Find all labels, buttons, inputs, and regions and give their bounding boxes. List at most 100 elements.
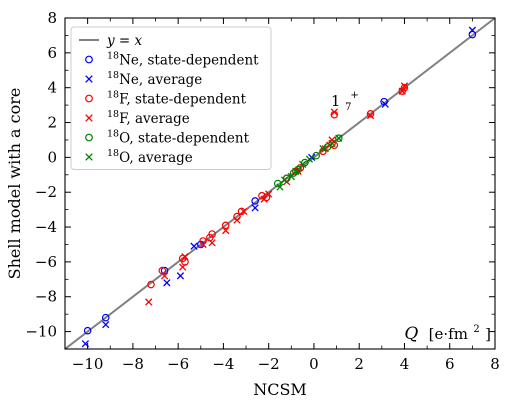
legend-entry: 18O, average bbox=[85, 148, 193, 166]
y-tick-label: 2 bbox=[47, 114, 57, 132]
x-tick-label: 0 bbox=[309, 355, 319, 373]
x-tick-label: 8 bbox=[490, 355, 500, 373]
y-tick-label: −4 bbox=[35, 218, 57, 236]
quantity-unit-exponent: 2 bbox=[473, 324, 479, 335]
y-tick-label: 8 bbox=[47, 9, 57, 27]
state-annotation-text: 1 bbox=[331, 92, 341, 110]
data-point bbox=[276, 183, 284, 191]
y-tick-label: −8 bbox=[35, 288, 57, 306]
data-point bbox=[237, 207, 246, 216]
legend-label: 18F, state-dependent bbox=[107, 90, 247, 108]
legend-marker bbox=[85, 114, 93, 122]
data-point bbox=[328, 139, 336, 148]
data-point bbox=[468, 26, 477, 34]
legend-label: 18Ne, average bbox=[107, 70, 202, 88]
data-point bbox=[381, 100, 389, 108]
legend-entry-reference: y = x bbox=[79, 33, 143, 49]
x-tick-label: −6 bbox=[167, 355, 189, 373]
data-point bbox=[265, 190, 273, 198]
state-annotation: 1 7 + bbox=[331, 90, 359, 114]
data-point bbox=[160, 272, 169, 280]
plot-frame bbox=[64, 17, 496, 350]
x-tick-label: −8 bbox=[122, 355, 144, 373]
data-point bbox=[319, 144, 327, 153]
y-tick-label: −2 bbox=[35, 183, 57, 201]
x-tick-label: 6 bbox=[445, 355, 455, 373]
data-point bbox=[190, 242, 198, 250]
legend-label: 18F, average bbox=[107, 109, 190, 127]
y-tick-label: 6 bbox=[47, 44, 57, 62]
legend-marker bbox=[85, 75, 93, 83]
legend-entry: 18O, state-dependent bbox=[85, 129, 250, 147]
data-point bbox=[101, 313, 110, 322]
y-tick-label: −10 bbox=[25, 323, 57, 341]
axis-ticks: −10 −8 −6 −4 −2 0 2 4 6 8 −10 −8 −6 −4 −2 0 2 4 6 8 bbox=[25, 9, 499, 373]
data-point bbox=[208, 239, 216, 247]
data-point bbox=[163, 279, 171, 287]
data-point bbox=[251, 197, 259, 205]
legend-entry: 18Ne, state-dependent bbox=[85, 51, 259, 69]
data-point bbox=[83, 326, 92, 335]
series-5 bbox=[276, 134, 343, 191]
data-point bbox=[298, 160, 307, 168]
data-point bbox=[400, 83, 409, 92]
x-axis-label: NCSM bbox=[253, 380, 307, 399]
data-point bbox=[296, 164, 305, 172]
quantity-unit: [e·fm bbox=[429, 325, 468, 343]
data-point bbox=[366, 111, 375, 120]
legend-label: 18Ne, state-dependent bbox=[107, 51, 259, 69]
legend-entry: 18F, state-dependent bbox=[85, 90, 247, 108]
x-tick-label: −4 bbox=[212, 355, 234, 373]
data-point bbox=[199, 240, 207, 249]
y-tick-label: 0 bbox=[47, 148, 57, 166]
data-point bbox=[280, 176, 289, 184]
data-point bbox=[251, 204, 259, 212]
quantity-label: Q [e·fm 2 ] bbox=[404, 317, 491, 344]
legend-entry: 18Ne, average bbox=[85, 70, 202, 88]
data-point bbox=[258, 191, 266, 200]
data-point bbox=[179, 263, 187, 271]
data-point bbox=[400, 82, 409, 90]
data-point bbox=[222, 226, 230, 235]
data-point bbox=[305, 155, 314, 163]
data-point bbox=[181, 253, 189, 261]
y-tick-label: 4 bbox=[47, 79, 57, 97]
x-tick-label: 4 bbox=[400, 355, 410, 373]
data-point bbox=[145, 298, 153, 306]
data-point bbox=[208, 230, 216, 238]
quantity-unit-close: ] bbox=[485, 325, 491, 343]
data-point bbox=[160, 266, 169, 275]
legend-marker bbox=[85, 133, 93, 142]
x-tick-label: −10 bbox=[72, 355, 104, 373]
legend-marker bbox=[85, 94, 93, 103]
legend-label: 18O, average bbox=[107, 148, 193, 166]
series-1 bbox=[81, 26, 477, 348]
data-point bbox=[398, 87, 406, 95]
legend-marker bbox=[85, 153, 93, 161]
plot-marks bbox=[64, 17, 496, 350]
quantity-symbol: Q bbox=[404, 324, 418, 344]
data-point bbox=[176, 272, 185, 280]
reference-line bbox=[64, 17, 496, 350]
data-point bbox=[312, 151, 321, 160]
data-point bbox=[147, 280, 155, 289]
data-point bbox=[221, 221, 230, 230]
y-tick-label: −6 bbox=[35, 253, 57, 271]
legend-marker bbox=[85, 55, 93, 64]
data-point bbox=[366, 110, 375, 118]
data-point bbox=[294, 167, 302, 175]
legend-label-reference: y = x bbox=[106, 33, 143, 49]
data-point bbox=[468, 30, 477, 39]
legend-entry: 18F, average bbox=[85, 109, 190, 127]
data-point bbox=[233, 216, 241, 224]
data-point bbox=[273, 179, 282, 188]
data-point bbox=[240, 207, 248, 216]
data-point bbox=[102, 320, 110, 329]
x-tick-label: 2 bbox=[354, 355, 364, 373]
state-annotation-subscript: 7 bbox=[345, 102, 351, 113]
legend-box bbox=[70, 26, 272, 170]
